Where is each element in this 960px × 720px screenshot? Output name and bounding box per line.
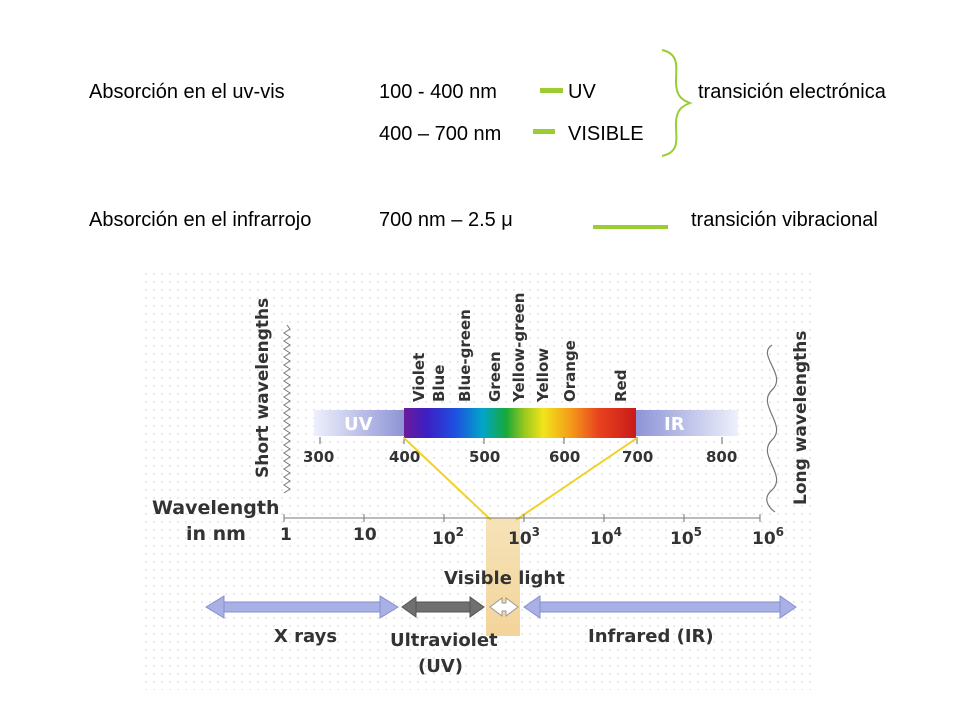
long-wave-line	[766, 344, 778, 513]
bottom-tick-label: 105	[670, 525, 702, 549]
uv-band-label: UV	[568, 81, 596, 103]
ir-connector-bar	[593, 225, 668, 229]
bottom-tick-label: 103	[508, 525, 540, 549]
color-label-violet: Violet	[410, 353, 428, 402]
visible-connector-bar	[533, 129, 555, 134]
visible-spectrum-bar	[404, 408, 636, 438]
top-tick-label: 500	[469, 448, 500, 466]
projection-line-right	[515, 437, 638, 521]
visible-band-label: VISIBLE	[568, 123, 644, 145]
ir-absorption-label: Absorción en el infrarrojo	[89, 209, 312, 231]
visible-double-arrow	[489, 597, 519, 617]
ir-range: 700 nm – 2.5 μ	[379, 209, 513, 231]
short-wavelengths-label: Short wavelengths	[253, 298, 273, 478]
top-tick-label: 600	[549, 448, 580, 466]
bottom-tick-label: 10	[353, 525, 377, 545]
visible-light-label: Visible light	[444, 568, 565, 589]
short-wave-line	[283, 324, 291, 494]
uvvis-absorption-label: Absorción en el uv-vis	[89, 81, 285, 103]
color-label-red: Red	[612, 370, 630, 402]
xrays-arrow	[205, 595, 399, 619]
color-label-green: Green	[486, 351, 504, 402]
electronic-transition-label: transición electrónica	[698, 81, 886, 103]
uv-connector-bar	[540, 88, 563, 93]
bottom-tick-label: 1	[280, 525, 292, 545]
ultraviolet-abbrev: (UV)	[418, 656, 463, 677]
color-label-yellow: Yellow	[534, 348, 552, 403]
infrared-label: Infrared (IR)	[588, 626, 714, 647]
top-tick-label: 700	[622, 448, 653, 466]
top-tick-label: 300	[303, 448, 334, 466]
uv-band-bar	[314, 410, 404, 436]
uv-band-text: UV	[344, 414, 373, 435]
uv-range: 100 - 400 nm	[379, 81, 497, 103]
infrared-arrow	[523, 595, 797, 619]
ultraviolet-label: Ultraviolet	[390, 630, 498, 651]
top-tick-label: 800	[706, 448, 737, 466]
bottom-tick-label: 106	[752, 525, 784, 549]
axis-label-wavelength: Wavelength	[152, 497, 280, 519]
vibrational-transition-label: transición vibracional	[691, 209, 878, 231]
color-label-blue: Blue	[430, 365, 448, 402]
ultraviolet-arrow	[401, 596, 485, 618]
figure-background	[144, 272, 816, 690]
color-label-blue-green: Blue-green	[456, 309, 474, 402]
visible-light-column	[486, 518, 520, 636]
visible-range: 400 – 700 nm	[379, 123, 502, 145]
axis-label-nm: in nm	[186, 523, 246, 545]
long-wavelengths-label: Long wavelengths	[791, 331, 811, 505]
color-label-orange: Orange	[561, 340, 579, 402]
xrays-label: X rays	[274, 626, 337, 647]
ir-band-text: IR	[664, 414, 685, 435]
bottom-tick-label: 104	[590, 525, 622, 549]
bottom-tick-label: 102	[432, 525, 464, 549]
ir-band-bar	[636, 410, 738, 436]
color-label-yellow-green: Yellow-green	[510, 293, 528, 404]
bottom-ticks	[283, 514, 761, 522]
projection-line-left	[403, 437, 492, 521]
top-tick-label: 400	[389, 448, 420, 466]
color-labels: Violet Blue Blue-green Green Yellow-gree…	[410, 293, 630, 404]
